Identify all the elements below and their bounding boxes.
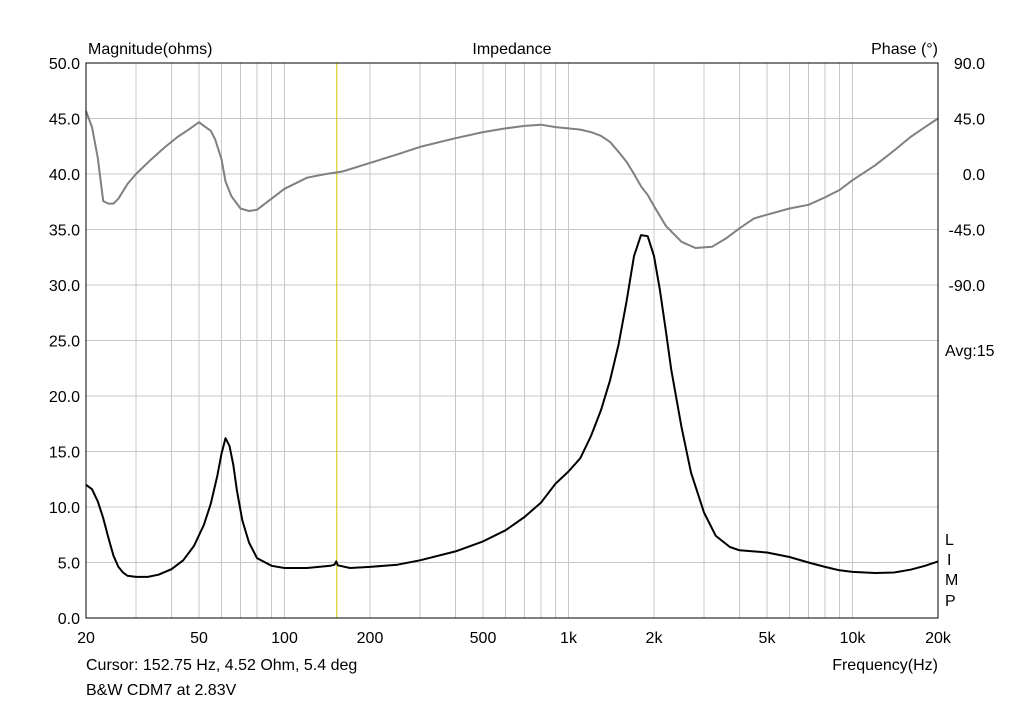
magnitude-series-line [85,234,939,578]
x-tick-label: 5k [759,630,777,647]
limp-letter: I [947,552,951,569]
phase-series-line [85,110,939,249]
chart-title: Impedance [472,41,551,58]
y-tick-label: 5.0 [58,556,80,573]
grid [86,63,938,618]
y2-tick-label: -45.0 [949,223,986,240]
y-tick-label: 35.0 [49,223,80,240]
y-tick-label: 30.0 [49,278,80,295]
x-tick-label: 100 [271,630,298,647]
y2-tick-label: 90.0 [954,56,985,73]
chart-caption: B&W CDM7 at 2.83V [86,682,237,699]
y-tick-label: 50.0 [49,56,80,73]
x-tick-label: 500 [470,630,497,647]
x-axis-label: Frequency(Hz) [832,657,938,674]
y-tick-label: 45.0 [49,112,80,129]
left-axis-label: Magnitude(ohms) [88,41,213,58]
plot-frame [85,62,939,619]
y-tick-label: 25.0 [49,334,80,351]
x-tick-label: 200 [357,630,384,647]
limp-letter: M [945,572,958,589]
y2-tick-label: 45.0 [954,112,985,129]
y2-tick-label: -90.0 [949,278,986,295]
x-tick-label: 2k [646,630,664,647]
y-tick-label: 40.0 [49,167,80,184]
avg-label: Avg:15 [945,343,995,360]
y-tick-label: 15.0 [49,445,80,462]
y-tick-label: 10.0 [49,500,80,517]
limp-letter: P [945,593,956,610]
y-tick-label: 20.0 [49,389,80,406]
y2-tick-label: 0.0 [963,167,985,184]
x-tick-label: 10k [840,630,867,647]
x-tick-label: 20 [77,630,95,647]
limp-letter: L [945,532,954,549]
y-tick-label: 0.0 [58,611,80,628]
x-tick-label: 1k [560,630,578,647]
right-axis-label: Phase (°) [871,41,938,58]
tick-labels: 20 50 100 200 500 1k 2k 5k 10k 20k 0.0 5.0 10.0 15.0 2… [49,56,985,647]
x-tick-label: 50 [190,630,208,647]
cursor-readout: Cursor: 152.75 Hz, 4.52 Ohm, 5.4 deg [86,657,357,674]
x-tick-label: 20k [925,630,952,647]
